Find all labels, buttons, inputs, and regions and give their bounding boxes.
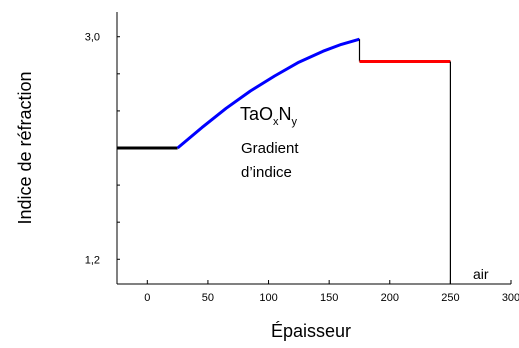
material-label-n: N: [279, 104, 292, 124]
material-label-sub-y: y: [292, 116, 298, 128]
series-layer: [117, 37, 451, 284]
x-tick-label: 100: [259, 292, 277, 304]
x-tick-label: 50: [202, 292, 214, 304]
material-label-sub-x: x: [273, 116, 279, 128]
series-line-1: [176, 37, 360, 150]
y-tick-label: 1,2: [85, 254, 100, 266]
gradient-label-line1: Gradient: [241, 140, 299, 157]
x-tick-label: 250: [441, 292, 459, 304]
x-tick-label: 200: [381, 292, 399, 304]
air-label: air: [473, 266, 489, 282]
gradient-label-line2: d’indice: [241, 164, 292, 181]
y-tick-label: 3,0: [85, 32, 100, 44]
material-label: TaOxNy: [240, 104, 298, 128]
x-tick-label: 150: [320, 292, 338, 304]
x-tick-label: 0: [144, 292, 150, 304]
y-axis-ticks: 3,0 1,2: [85, 32, 120, 266]
x-axis-ticks: 0 50 100 150 200 250 300: [144, 280, 519, 304]
material-label-base: TaO: [240, 104, 273, 124]
x-tick-label: 300: [502, 292, 519, 304]
x-axis-title: Épaisseur: [271, 321, 351, 341]
y-axis-title: Indice de réfraction: [15, 71, 35, 224]
